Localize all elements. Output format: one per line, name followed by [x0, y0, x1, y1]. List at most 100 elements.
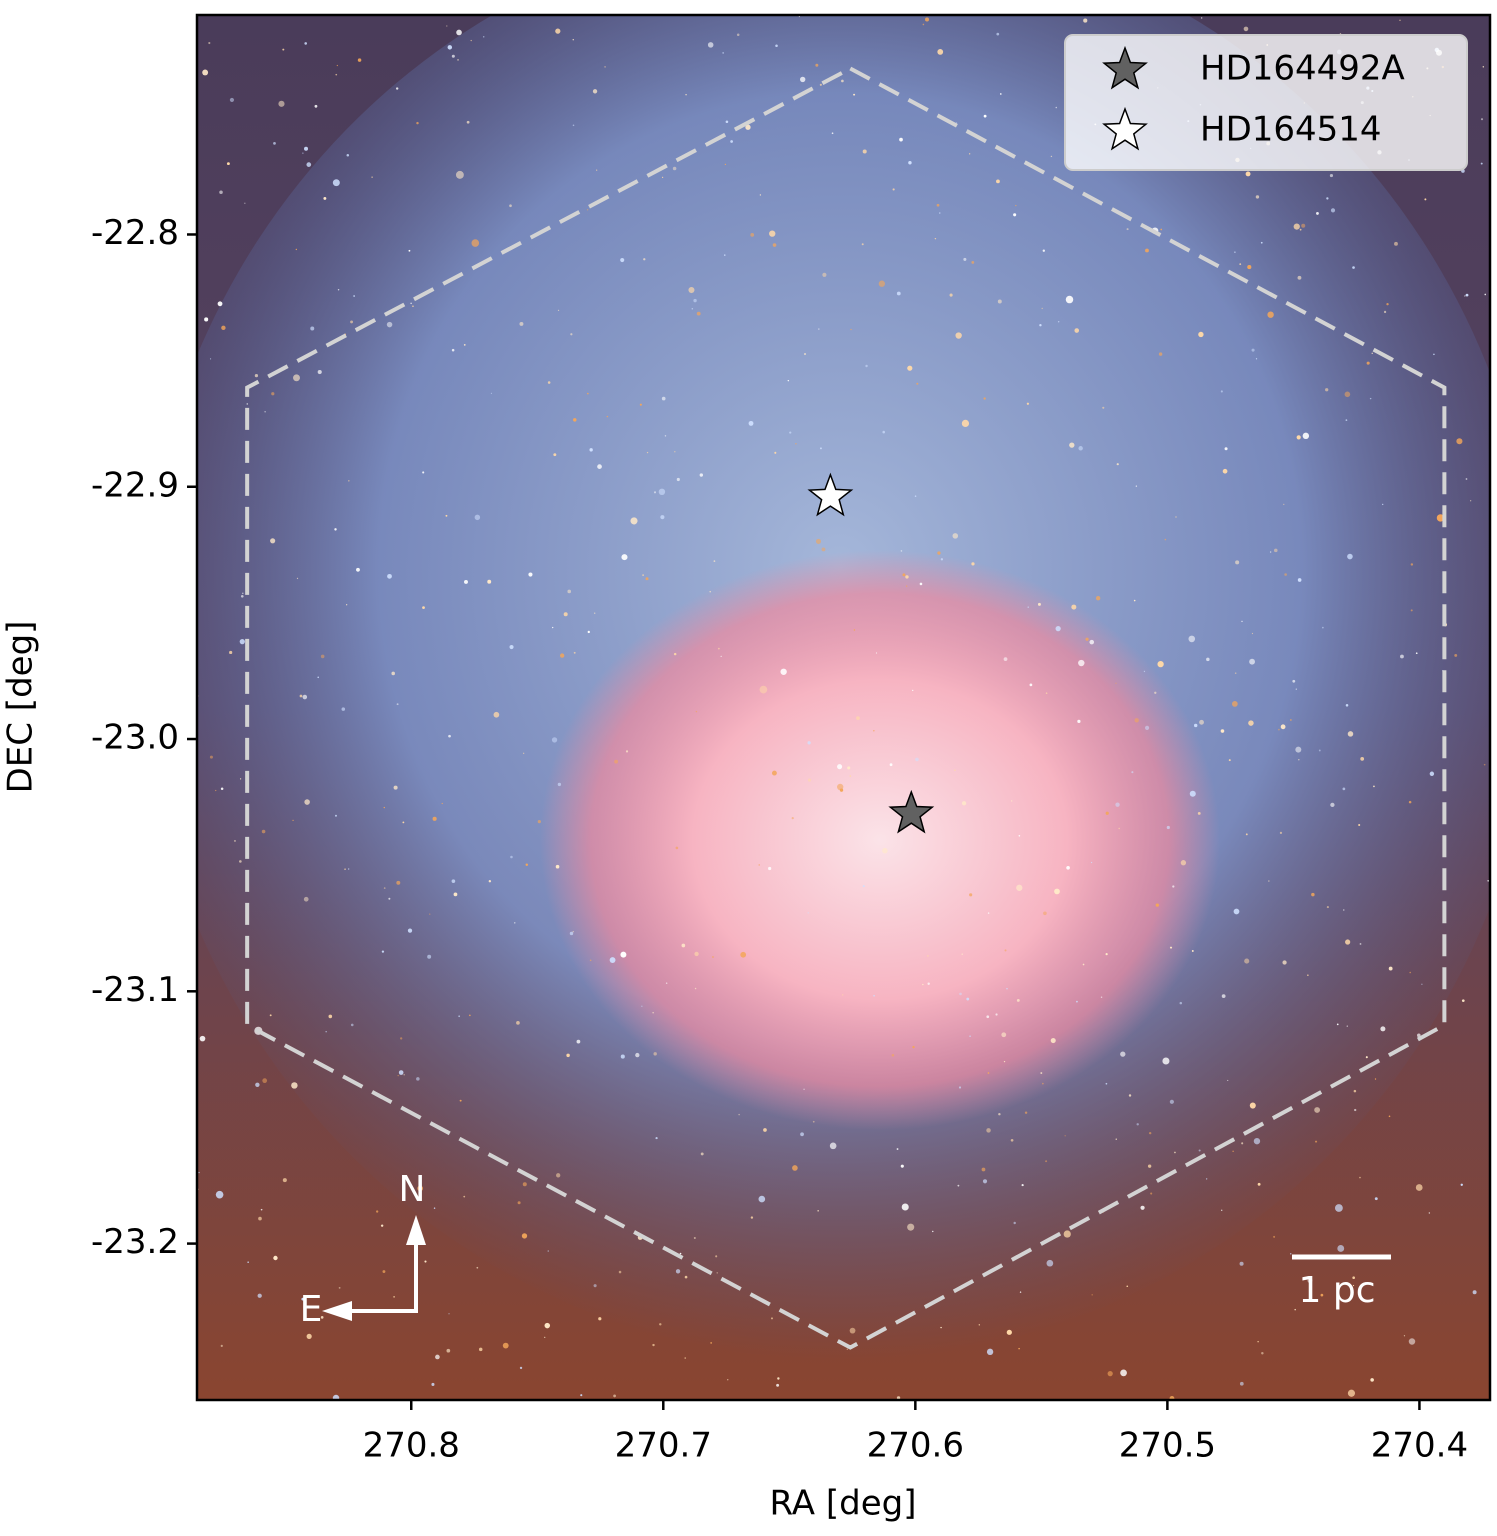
background-star [299, 694, 303, 698]
background-star [1282, 960, 1287, 965]
background-star [393, 785, 398, 790]
background-star [725, 120, 729, 124]
background-star [1484, 293, 1487, 296]
background-star [963, 257, 967, 261]
background-star [1352, 1276, 1355, 1280]
background-star [674, 451, 676, 453]
background-star [659, 1323, 662, 1326]
background-star [314, 104, 318, 108]
background-star [264, 411, 266, 413]
background-star [572, 38, 575, 41]
background-star [463, 1195, 466, 1198]
background-star [614, 759, 618, 764]
background-star [1018, 1347, 1020, 1350]
background-star [325, 1031, 327, 1033]
background-star [1148, 1131, 1152, 1135]
background-star [1126, 228, 1129, 231]
background-star [908, 161, 912, 165]
background-star [304, 146, 309, 151]
background-star [922, 23, 925, 26]
background-star [882, 430, 885, 434]
background-star [635, 1052, 640, 1058]
background-star [861, 243, 864, 246]
x-tick-label: 270.8 [363, 1426, 460, 1466]
background-star [1050, 1037, 1056, 1044]
background-star [995, 1013, 998, 1016]
background-star [1329, 173, 1334, 178]
background-star [1325, 388, 1329, 392]
background-star [934, 237, 937, 240]
background-star [724, 163, 727, 166]
background-star [403, 1074, 405, 1076]
background-star [1160, 228, 1163, 231]
legend-label: HD164514 [1200, 110, 1382, 150]
background-star [239, 778, 242, 780]
background-star [968, 153, 971, 155]
background-star [1179, 1001, 1183, 1005]
background-star [396, 880, 401, 885]
background-star [557, 309, 560, 312]
background-star [1388, 966, 1393, 971]
background-star [1342, 787, 1346, 791]
background-star [229, 97, 235, 103]
background-star [740, 951, 747, 958]
background-star [1315, 1140, 1318, 1143]
background-star [1239, 1261, 1244, 1266]
background-star [356, 567, 360, 572]
background-star [812, 1120, 815, 1123]
background-star [1336, 1023, 1339, 1026]
background-star [1055, 626, 1061, 632]
background-star [915, 757, 919, 762]
background-star [1330, 802, 1335, 807]
background-star [1150, 1192, 1153, 1195]
background-star [254, 373, 259, 378]
background-star [776, 1383, 780, 1387]
background-star [519, 321, 524, 326]
background-star [217, 301, 223, 307]
background-star [618, 1270, 622, 1274]
background-star [1174, 1151, 1176, 1154]
background-star [1037, 602, 1041, 606]
background-star [1166, 825, 1170, 830]
background-star [1369, 397, 1372, 400]
background-star [653, 491, 657, 494]
background-star [1255, 195, 1260, 199]
background-star [399, 1037, 403, 1040]
background-star [999, 93, 1002, 95]
background-star [593, 1284, 597, 1288]
background-star [1004, 949, 1007, 952]
background-star [892, 188, 895, 191]
background-star [1115, 682, 1117, 684]
background-star [1244, 958, 1250, 964]
background-star [1251, 632, 1254, 635]
background-star [1428, 1212, 1431, 1214]
background-star [1016, 998, 1020, 1002]
background-star [380, 1224, 384, 1227]
background-star [255, 1082, 260, 1087]
background-star [341, 707, 346, 711]
background-star [1010, 1138, 1014, 1142]
background-star [902, 573, 906, 577]
background-star [1456, 438, 1463, 445]
background-star [803, 352, 807, 356]
background-star [1082, 963, 1085, 966]
background-star [1465, 478, 1468, 480]
background-star [1021, 1184, 1024, 1187]
background-star [1345, 704, 1349, 707]
background-star [537, 820, 541, 824]
background-image [197, 15, 1490, 1400]
background-star [1115, 802, 1120, 807]
background-star [522, 1182, 527, 1187]
background-star [736, 33, 740, 36]
background-star [459, 1099, 462, 1102]
background-star [424, 1260, 427, 1263]
background-star [750, 232, 755, 237]
background-star [837, 764, 843, 770]
background-star [780, 668, 787, 675]
background-star [1330, 208, 1336, 213]
background-star [332, 179, 340, 187]
background-star [521, 1233, 528, 1239]
background-star [1241, 1142, 1244, 1145]
background-star [1436, 514, 1445, 522]
background-star [846, 1348, 848, 1350]
